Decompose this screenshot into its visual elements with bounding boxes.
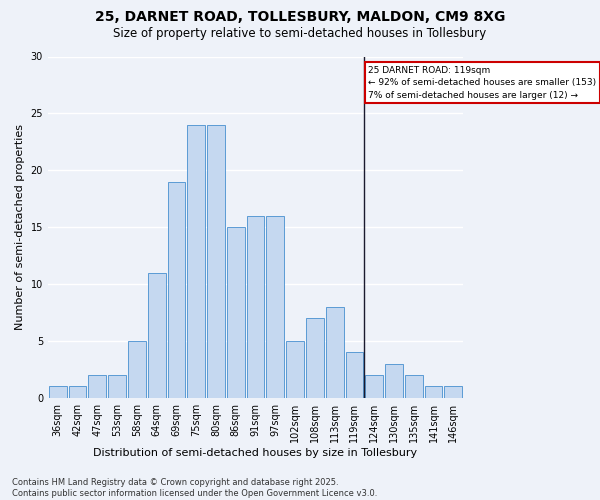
Bar — [227, 227, 245, 398]
Text: Contains HM Land Registry data © Crown copyright and database right 2025.
Contai: Contains HM Land Registry data © Crown c… — [12, 478, 377, 498]
Y-axis label: Number of semi-detached properties: Number of semi-detached properties — [15, 124, 25, 330]
Bar — [148, 272, 166, 398]
Bar — [425, 386, 442, 398]
Bar — [108, 375, 126, 398]
Bar — [286, 341, 304, 398]
Bar — [266, 216, 284, 398]
Bar — [207, 125, 225, 398]
X-axis label: Distribution of semi-detached houses by size in Tollesbury: Distribution of semi-detached houses by … — [94, 448, 418, 458]
Text: Size of property relative to semi-detached houses in Tollesbury: Size of property relative to semi-detach… — [113, 28, 487, 40]
Bar — [68, 386, 86, 398]
Bar — [187, 125, 205, 398]
Bar — [365, 375, 383, 398]
Bar — [346, 352, 364, 398]
Bar — [167, 182, 185, 398]
Text: 25 DARNET ROAD: 119sqm
← 92% of semi-detached houses are smaller (153)
7% of sem: 25 DARNET ROAD: 119sqm ← 92% of semi-det… — [368, 66, 596, 100]
Bar — [247, 216, 265, 398]
Bar — [385, 364, 403, 398]
Bar — [405, 375, 422, 398]
Bar — [445, 386, 462, 398]
Bar — [88, 375, 106, 398]
Text: 25, DARNET ROAD, TOLLESBURY, MALDON, CM9 8XG: 25, DARNET ROAD, TOLLESBURY, MALDON, CM9… — [95, 10, 505, 24]
Bar — [326, 307, 344, 398]
Bar — [306, 318, 324, 398]
Bar — [49, 386, 67, 398]
Bar — [128, 341, 146, 398]
